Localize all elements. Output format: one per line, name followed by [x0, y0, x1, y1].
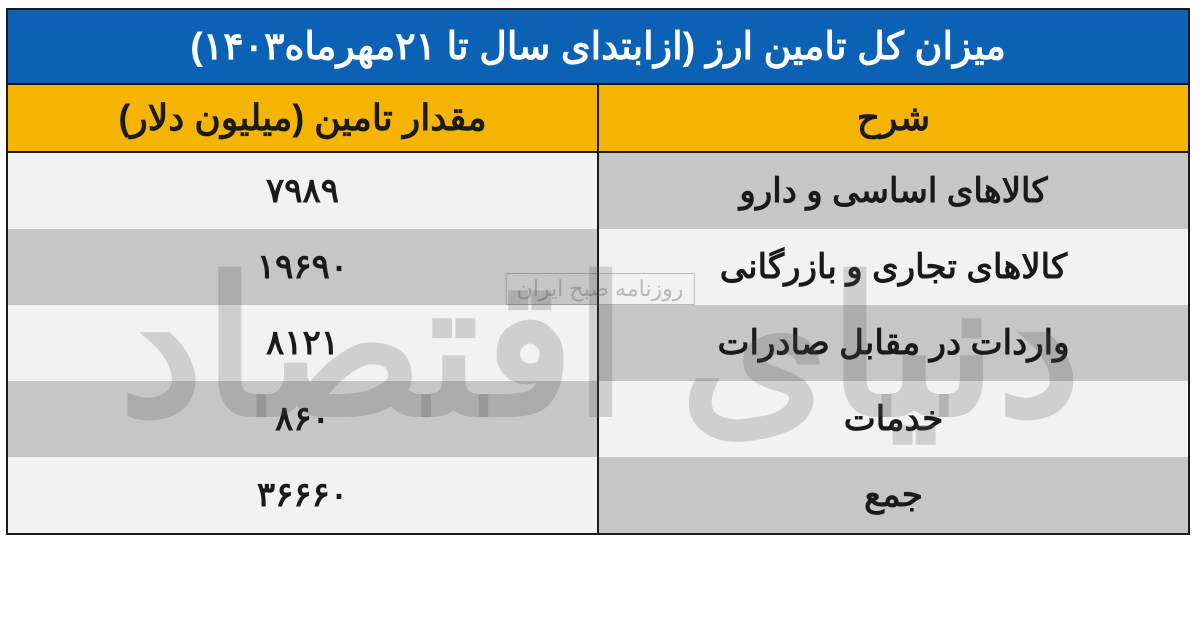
- cell-description: کالاهای اساسی و دارو: [597, 153, 1188, 229]
- table-header-row: شرح مقدار تامین (میلیون دلار): [8, 85, 1188, 153]
- cell-description: کالاهای تجاری و بازرگانی: [597, 229, 1188, 305]
- table-title: میزان کل تامین ارز (ازابتدای سال تا ۲۱مه…: [8, 10, 1188, 85]
- cell-value: ۸۶۰: [8, 381, 597, 457]
- cell-description: خدمات: [597, 381, 1188, 457]
- header-value: مقدار تامین (میلیون دلار): [8, 85, 597, 153]
- table-row: جمع ۳۶۶۶۰: [8, 457, 1188, 533]
- currency-supply-table: میزان کل تامین ارز (ازابتدای سال تا ۲۱مه…: [6, 8, 1190, 535]
- cell-value: ۷۹۸۹: [8, 153, 597, 229]
- cell-description: جمع: [597, 457, 1188, 533]
- table-row: کالاهای اساسی و دارو ۷۹۸۹: [8, 153, 1188, 229]
- cell-value: ۱۹۶۹۰: [8, 229, 597, 305]
- cell-description: واردات در مقابل صادرات: [597, 305, 1188, 381]
- cell-value: ۸۱۲۱: [8, 305, 597, 381]
- table-row: کالاهای تجاری و بازرگانی ۱۹۶۹۰: [8, 229, 1188, 305]
- header-description: شرح: [597, 85, 1188, 153]
- table-row: خدمات ۸۶۰: [8, 381, 1188, 457]
- cell-value: ۳۶۶۶۰: [8, 457, 597, 533]
- table-row: واردات در مقابل صادرات ۸۱۲۱: [8, 305, 1188, 381]
